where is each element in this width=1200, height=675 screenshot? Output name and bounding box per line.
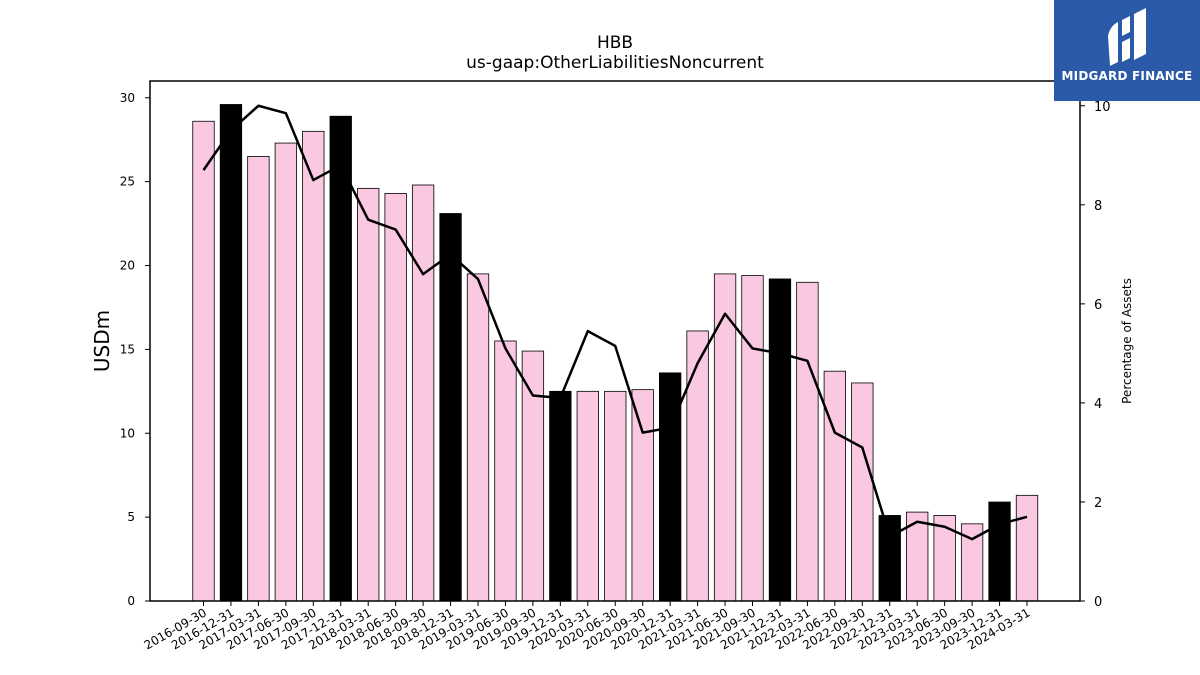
bar <box>247 156 270 602</box>
y2-tick-label: 8 <box>1094 199 1102 214</box>
y2-tick-label: 4 <box>1094 397 1102 412</box>
brand-name: MIDGARD FINANCE <box>1061 69 1193 83</box>
bar <box>329 115 352 602</box>
bar <box>549 390 572 602</box>
y2-tick-label: 10 <box>1094 100 1111 115</box>
y2-axis-label: Percentage of Assets <box>1120 278 1134 404</box>
bar <box>384 192 407 602</box>
bar <box>576 390 599 602</box>
bar <box>521 350 545 602</box>
plot-area: 05101520253002468102016-09-302016-12-312… <box>120 80 1111 652</box>
y-tick-label: 25 <box>120 175 135 189</box>
bar <box>411 184 435 602</box>
bar <box>466 273 490 602</box>
bar <box>823 370 846 602</box>
y-tick-label: 30 <box>120 91 135 105</box>
brand-logo: MIDGARD FINANCE <box>1054 0 1200 101</box>
y-tick-label: 5 <box>127 510 135 524</box>
bar <box>933 515 956 602</box>
chart-title: HBB <box>597 33 633 53</box>
bar <box>302 130 325 602</box>
bar <box>192 120 215 602</box>
chart-subtitle: us-gaap:OtherLiabilitiesNoncurrent <box>466 53 764 73</box>
bar <box>439 213 462 602</box>
midgard-logo-icon <box>1108 8 1146 66</box>
bar <box>878 515 901 602</box>
bar <box>796 281 819 602</box>
bar <box>768 278 792 602</box>
bar <box>357 187 380 602</box>
bar <box>1015 494 1039 602</box>
bar <box>219 104 243 602</box>
y-axis-label: USDm <box>90 310 114 372</box>
series-line <box>202 104 1028 541</box>
bar <box>494 340 517 602</box>
y-tick-label: 15 <box>120 342 135 356</box>
bar <box>988 501 1011 602</box>
y2-tick-label: 2 <box>1094 496 1102 511</box>
y2-tick-label: 0 <box>1094 595 1102 610</box>
bar <box>604 390 627 602</box>
y-tick-label: 10 <box>120 426 135 440</box>
bar <box>686 330 709 602</box>
y2-tick-label: 6 <box>1094 298 1102 313</box>
bar <box>274 142 298 602</box>
bar <box>741 275 764 602</box>
y-tick-label: 20 <box>120 259 135 273</box>
bar <box>631 389 654 602</box>
y-tick-label: 0 <box>127 594 135 608</box>
bar <box>851 382 874 602</box>
